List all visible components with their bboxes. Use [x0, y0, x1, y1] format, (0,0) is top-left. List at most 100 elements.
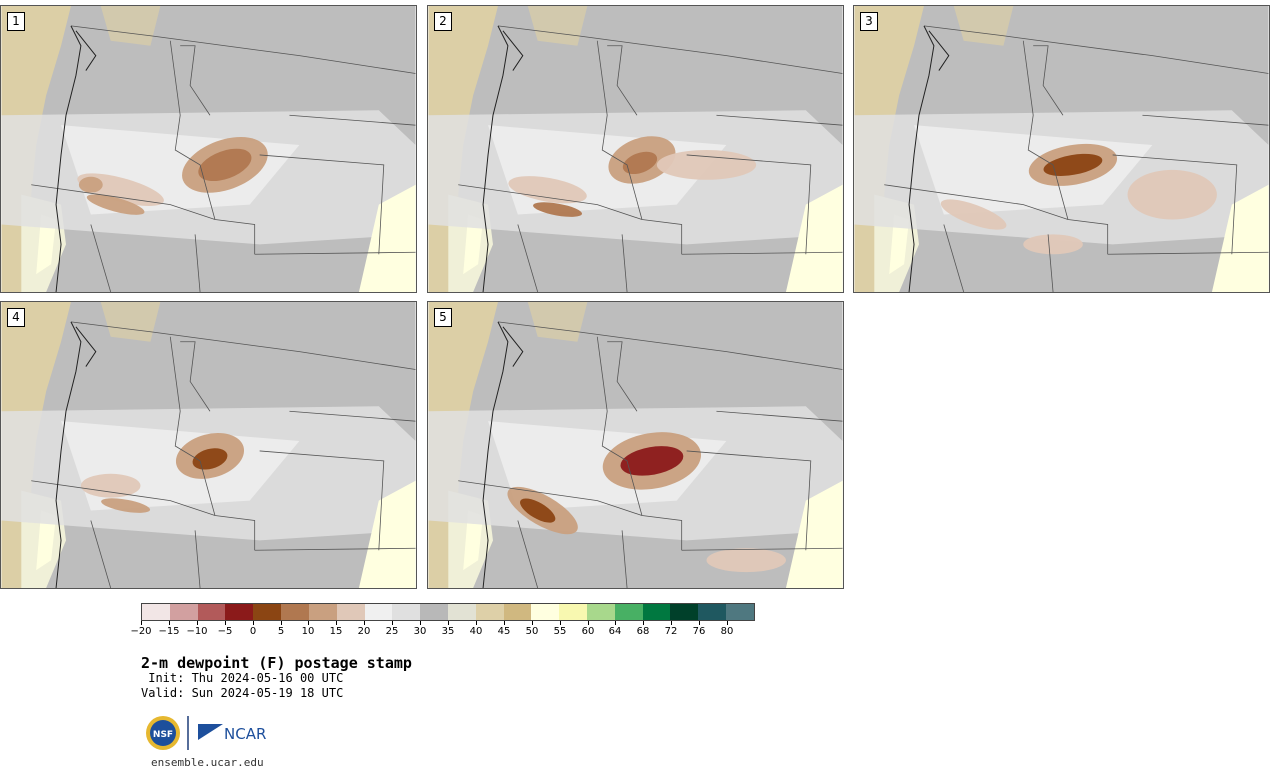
- colorbar-segment: [364, 604, 393, 620]
- colorbar-tick-label: −20: [130, 626, 152, 637]
- state-boundary: [169, 40, 216, 220]
- gulf-moisture: [358, 480, 416, 588]
- state-boundary: [607, 341, 638, 412]
- state-boundary: [180, 45, 211, 116]
- state-boundary: [517, 520, 539, 588]
- dewpoint-map-4: [1, 302, 416, 588]
- panel-number-4: 4: [7, 308, 25, 327]
- panel-number-5: 5: [434, 308, 452, 327]
- coastline: [55, 25, 82, 292]
- postage-stamp-panel-3: 3: [853, 5, 1270, 293]
- colorbar-tick-label: −5: [217, 626, 233, 637]
- colorbar-segment: [670, 604, 699, 620]
- nsf-logo-text: NSF: [153, 730, 173, 740]
- moist-pocket: [463, 214, 484, 275]
- colorbar-segment: [336, 604, 365, 620]
- colorbar-tick: [141, 621, 142, 625]
- colorbar-segment: [392, 604, 421, 620]
- postage-stamp-panel-1: 1: [0, 5, 417, 293]
- colorbar-segment: [642, 604, 671, 620]
- colorbar-segment: [253, 604, 282, 620]
- state-boundary: [1022, 40, 1069, 220]
- dewpoint-anomaly: [520, 498, 556, 523]
- state-boundary: [943, 224, 965, 292]
- dewpoint-anomaly: [940, 199, 1007, 230]
- coastline: [482, 321, 509, 588]
- dewpoint-anomaly: [101, 498, 151, 513]
- init-time: Init: Thu 2024-05-16 00 UTC: [141, 671, 344, 685]
- colorbar-tick: [448, 621, 449, 625]
- colorbar-tick-label: 25: [385, 626, 399, 637]
- state-boundary: [686, 450, 812, 551]
- colorbar-tick: [308, 621, 309, 625]
- figure-title: 2-m dewpoint (F) postage stamp: [141, 654, 412, 672]
- colorbar-tick-label: 0: [249, 626, 257, 637]
- moist-pocket: [889, 214, 910, 275]
- state-boundary: [884, 184, 1109, 255]
- colorbar-tick: [364, 621, 365, 625]
- colorbar-tick: [727, 621, 728, 625]
- state-boundary: [169, 336, 216, 516]
- colorbar-segment: [225, 604, 254, 620]
- colorbar-tick-label: 45: [497, 626, 511, 637]
- colorbar-tick-label: −15: [158, 626, 180, 637]
- gulf-moisture: [785, 480, 843, 588]
- dewpoint-anomaly: [706, 548, 786, 573]
- moist-pocket: [463, 510, 484, 571]
- dewpoint-map-2: [428, 6, 843, 292]
- dewpoint-anomaly: [622, 151, 658, 175]
- state-boundary: [259, 450, 385, 551]
- colorbar-tick-label: 15: [329, 626, 343, 637]
- puget-sound: [928, 30, 950, 71]
- colorbar-tick-label: 55: [553, 626, 567, 637]
- state-boundary: [1112, 154, 1238, 255]
- state-boundary: [70, 321, 416, 370]
- colorbar-tick-label: 64: [608, 626, 622, 637]
- colorbar-tick-label: 10: [301, 626, 315, 637]
- gulf-moisture: [358, 184, 416, 292]
- state-boundary: [31, 480, 256, 551]
- state-boundary: [681, 547, 843, 551]
- ncar-logo-text: NCAR: [224, 725, 266, 743]
- puget-sound: [502, 30, 524, 71]
- colorbar-segment: [197, 604, 226, 620]
- state-boundary: [497, 25, 843, 74]
- dewpoint-anomaly: [86, 194, 145, 215]
- dewpoint-map-1: [1, 6, 416, 292]
- state-boundary: [607, 45, 638, 116]
- colorbar-tick: [560, 621, 561, 625]
- colorbar-tick-label: 20: [357, 626, 371, 637]
- coastline: [908, 25, 935, 292]
- northern-tan-patch: [527, 302, 588, 342]
- colorbar-tick: [281, 621, 282, 625]
- colorbar-segment: [420, 604, 448, 620]
- state-boundary: [90, 520, 112, 588]
- colorbar-segment: [559, 604, 587, 620]
- colorbar-tick: [197, 621, 198, 625]
- colorbar-segment: [503, 604, 532, 620]
- state-boundary: [686, 154, 812, 255]
- colorbar-tick-label: 72: [664, 626, 678, 637]
- colorbar-tick: [671, 621, 672, 625]
- colorbar-segment: [447, 604, 476, 620]
- state-boundary: [517, 224, 539, 292]
- state-boundary: [180, 341, 211, 412]
- state-boundary: [621, 530, 628, 588]
- ncar-logo: NCAR: [198, 724, 266, 743]
- coastline: [482, 25, 509, 292]
- state-boundary: [621, 234, 628, 292]
- colorbar-segment: [614, 604, 643, 620]
- state-boundary: [254, 547, 416, 551]
- colorbar-segment: [281, 604, 309, 620]
- state-boundary: [716, 114, 843, 126]
- puget-sound: [75, 326, 97, 367]
- colorbar-tick: [504, 621, 505, 625]
- state-boundary: [458, 480, 683, 551]
- postage-stamp-panel-5: 5: [427, 301, 844, 589]
- dewpoint-anomaly: [1043, 153, 1103, 176]
- colorbar-tick-labels: −20 −15 −10 −5 0 5 10 15 20 25 30 35 40 45 50 55 60 64 68 7…: [130, 621, 755, 641]
- state-boundary: [923, 25, 1269, 74]
- coastline: [55, 321, 82, 588]
- dewpoint-anomaly: [620, 446, 684, 476]
- colorbar-segment: [142, 604, 170, 620]
